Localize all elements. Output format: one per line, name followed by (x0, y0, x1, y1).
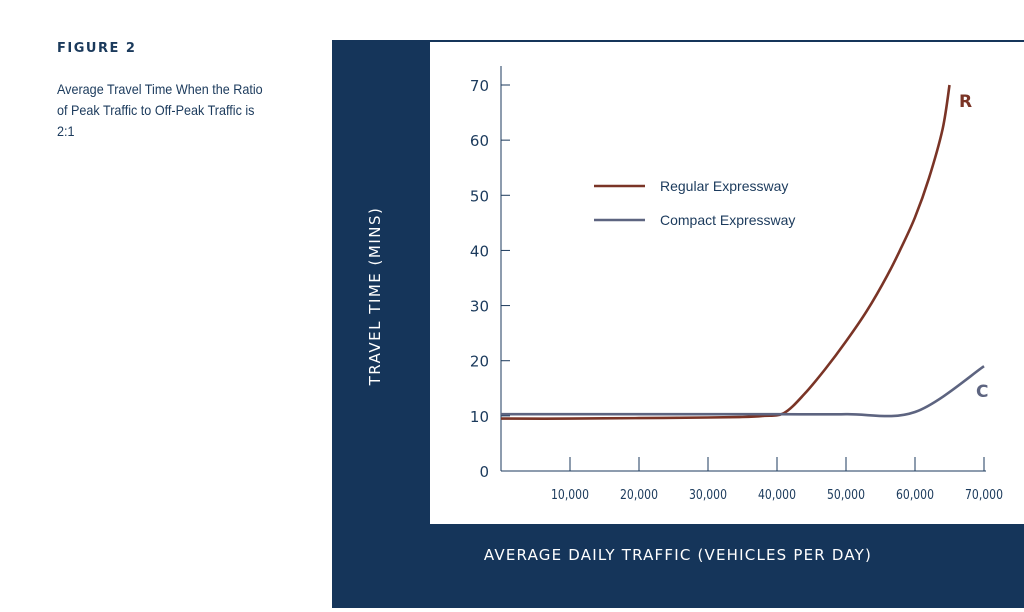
y-tick-label: 70 (470, 77, 489, 95)
figure-caption: Average Travel Time When the Ratio of Pe… (57, 81, 263, 139)
legend-label-compact-expressway: Compact Expressway (660, 212, 795, 228)
x-tick-label: 60,000 (896, 488, 934, 503)
y-tick-label: 30 (470, 298, 489, 316)
x-tick-label: 10,000 (551, 488, 589, 503)
plot-area (430, 42, 1024, 524)
x-tick-label: 40,000 (758, 488, 796, 503)
y-tick-label: 60 (470, 132, 489, 150)
series-line-regular-expressway (500, 84, 951, 420)
series-end-label-regular-expressway: R (959, 92, 972, 112)
y-tick-label: 50 (470, 187, 489, 205)
x-tick-label: 20,000 (620, 488, 658, 503)
x-axis-title: AVERAGE DAILY TRAFFIC (VEHICLES PER DAY) (483, 546, 873, 564)
legend-label-regular-expressway: Regular Expressway (660, 178, 788, 194)
y-tick-label: 40 (470, 242, 489, 260)
y-tick-label: 20 (470, 353, 489, 371)
y-tick-label: 0 (479, 463, 489, 481)
figure-label: FIGURE 2 (57, 41, 137, 56)
y-tick-label: 10 (470, 408, 489, 426)
series-line-compact-expressway (500, 365, 985, 418)
x-tick-label: 70,000 (965, 488, 1003, 503)
x-tick-label: 30,000 (689, 488, 727, 503)
x-tick-label: 50,000 (827, 488, 865, 503)
series-end-label-compact-expressway: C (976, 382, 988, 402)
